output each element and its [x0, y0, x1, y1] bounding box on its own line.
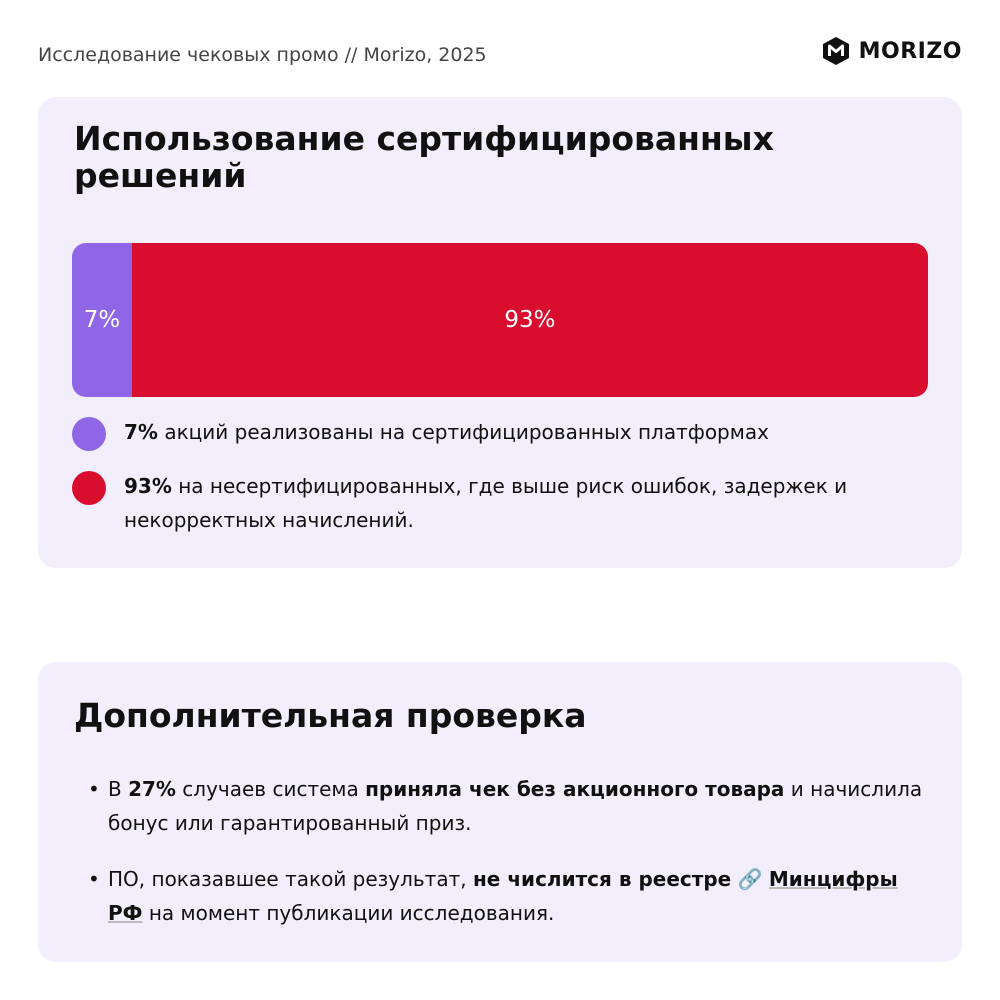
legend-value: 7% — [124, 420, 158, 444]
certified-solutions-card: Использование сертифицированных решений … — [38, 97, 962, 568]
bullet-emphasis: не числится в реестре — [472, 867, 732, 891]
link-icon: 🔗 — [737, 867, 763, 891]
bar-label-certified: 7% — [83, 307, 121, 333]
card-title: Использование сертифицированных решений — [74, 119, 774, 195]
legend-item-certified: 7% акций реализованы на сертифицированны… — [72, 415, 932, 451]
stacked-bar-chart: 7% 93% — [72, 243, 928, 397]
logo-text: MORIZO — [858, 38, 962, 64]
bullet-percent: 27% — [128, 777, 176, 801]
bullet-text: и начислила бонус или гарантированный пр… — [108, 777, 923, 835]
bullet-emphasis: приняла чек без акционного товара — [365, 777, 785, 801]
legend-description: акций реализованы на сертифицированных п… — [157, 420, 769, 444]
bullet-text: на момент публикации исследования. — [142, 901, 555, 925]
bullet-text: случаев система — [175, 777, 366, 801]
header-caption: Исследование чековых промо // Morizo, 20… — [38, 44, 487, 66]
legend-text-uncertified: 93% на несертифицированных, где выше рис… — [124, 469, 932, 537]
legend: 7% акций реализованы на сертифицированны… — [72, 415, 932, 555]
bar-segment-certified: 7% — [72, 243, 132, 397]
bullet-text: В — [108, 777, 129, 801]
legend-text-certified: 7% акций реализованы на сертифицированны… — [124, 415, 769, 449]
card-title: Дополнительная проверка — [74, 696, 587, 735]
legend-item-uncertified: 93% на несертифицированных, где выше рис… — [72, 469, 932, 537]
logo-mark-icon — [822, 37, 849, 65]
bar-segment-uncertified: 93% — [131, 243, 928, 397]
legend-swatch-certified — [72, 417, 106, 451]
bullet-list: В 27% случаев система приняла чек без ак… — [88, 772, 928, 952]
mintsifry-link[interactable]: Минцифры РФ — [108, 867, 898, 925]
additional-check-card: Дополнительная проверка В 27% случаев си… — [38, 662, 962, 962]
bullet-item-receipt: В 27% случаев система приняла чек без ак… — [88, 772, 928, 840]
legend-description: на несертифицированных, где выше риск ош… — [124, 474, 848, 532]
bullet-item-registry: ПО, показавшее такой результат, не числи… — [88, 862, 928, 930]
legend-value: 93% — [124, 474, 172, 498]
bullet-text: ПО, показавшее такой результат, — [108, 867, 473, 891]
legend-swatch-uncertified — [72, 471, 106, 505]
logo[interactable]: MORIZO — [821, 36, 962, 66]
bar-label-uncertified: 93% — [504, 307, 556, 333]
